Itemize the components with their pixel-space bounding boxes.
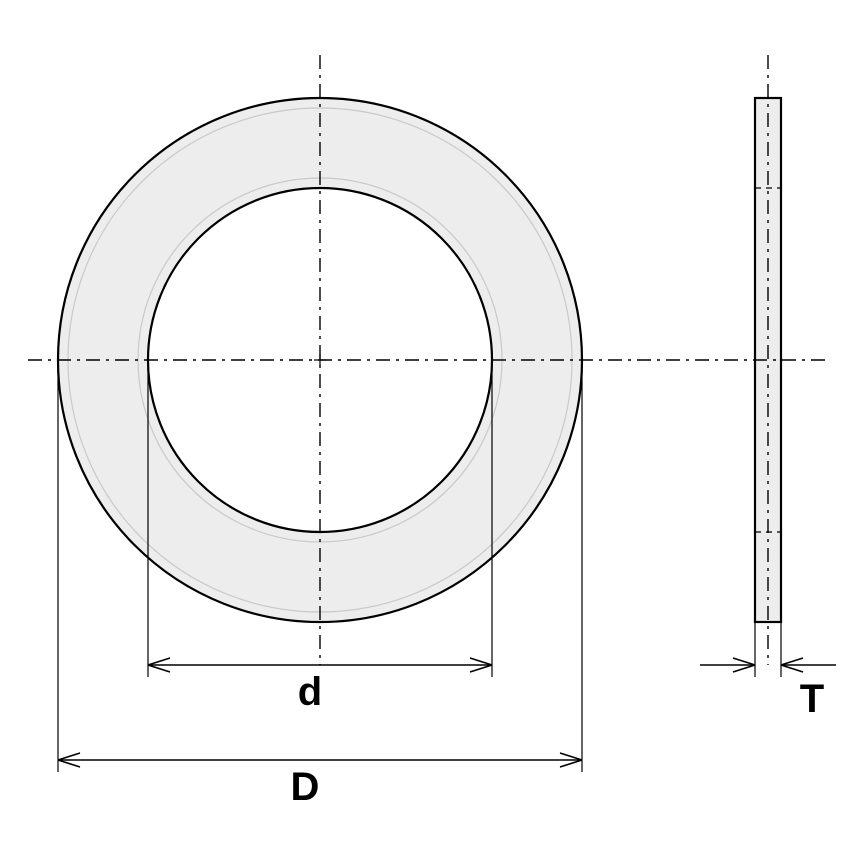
dim-T-label: T xyxy=(800,677,824,721)
dim-d-label: d xyxy=(298,670,322,714)
dim-D-label: D xyxy=(291,765,320,809)
